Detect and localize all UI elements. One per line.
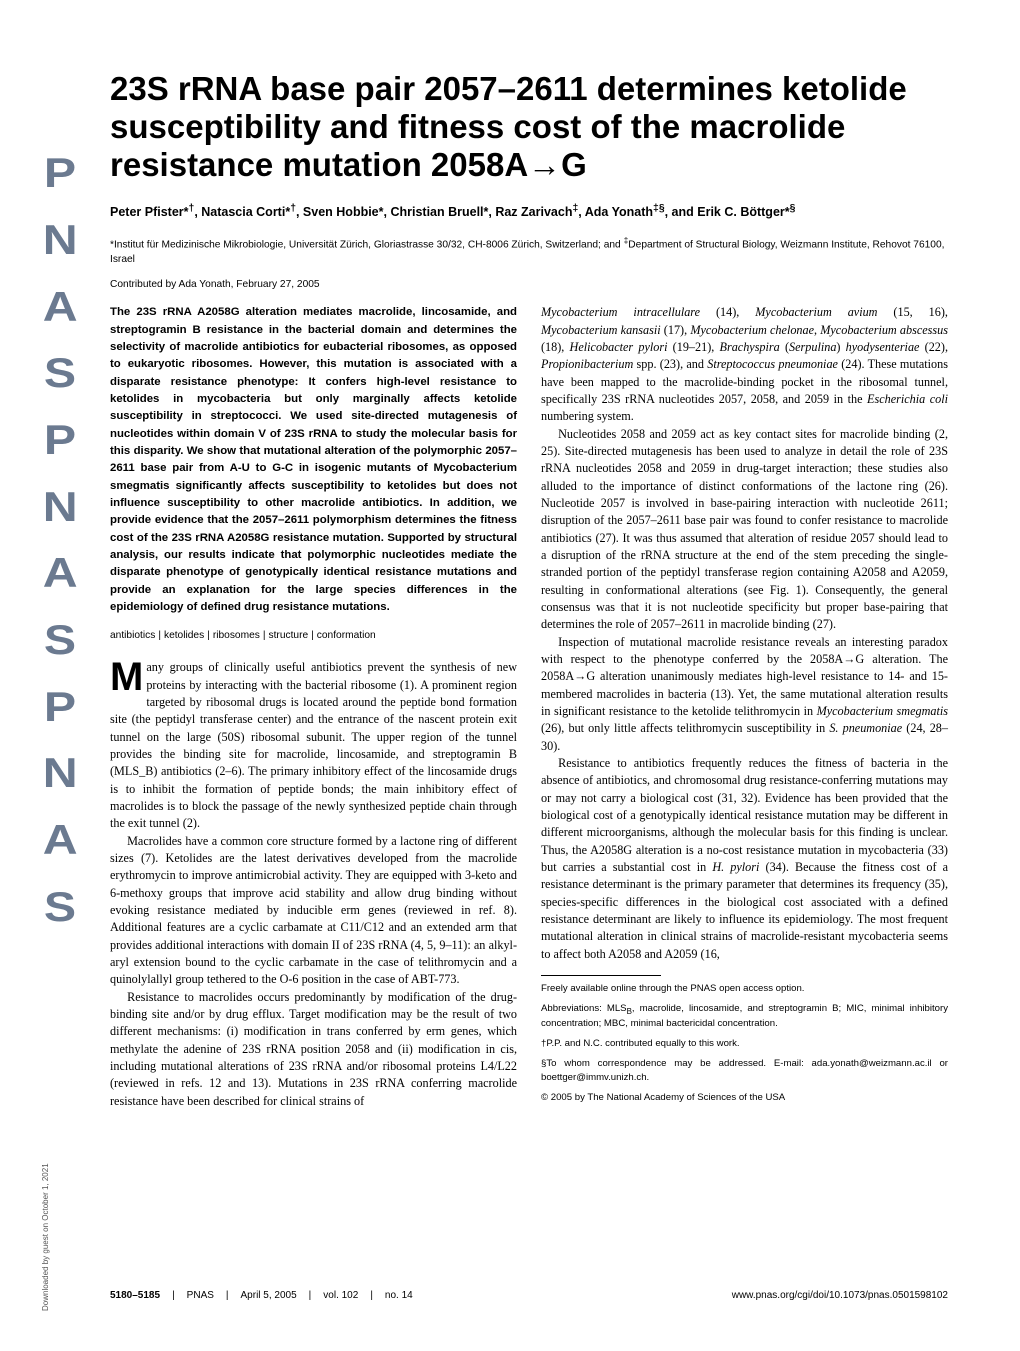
body-paragraph-5: Nucleotides 2058 and 2059 act as key con…: [541, 426, 948, 634]
footer-sep: |: [172, 1290, 175, 1301]
footnote-open-access: Freely available online through the PNAS…: [541, 982, 948, 996]
footer-no: no. 14: [385, 1290, 413, 1301]
pnas-logo-letter: N: [43, 216, 78, 264]
footer-vol: vol. 102: [323, 1290, 358, 1301]
download-stamp: Downloaded by guest on October 1, 2021: [41, 1164, 50, 1312]
pnas-logo-letter: A: [43, 549, 78, 597]
footnote-rule: [541, 975, 661, 976]
footer-url: www.pnas.org/cgi/doi/10.1073/pnas.050159…: [732, 1290, 948, 1301]
keywords: antibiotics|ketolides|ribosomes|structur…: [110, 630, 517, 641]
keyword: antibiotics: [110, 630, 155, 641]
paper-title: 23S rRNA base pair 2057–2611 determines …: [110, 70, 948, 184]
pnas-logo-letter: A: [43, 816, 78, 864]
pnas-logo-letter: P: [44, 149, 76, 197]
two-column-body: The 23S rRNA A2058G alteration mediates …: [110, 304, 948, 1268]
pnas-logo-letter: S: [44, 616, 76, 664]
footer-journal: PNAS: [187, 1290, 214, 1301]
dropcap: M: [110, 659, 146, 694]
pnas-logo-letter: N: [43, 483, 78, 531]
abstract: The 23S rRNA A2058G alteration mediates …: [110, 304, 517, 616]
body-paragraph-2: Macrolides have a common core structure …: [110, 833, 517, 989]
pnas-logo-letter: S: [44, 349, 76, 397]
paper-page: P N A S P N A S P N A S 23S rRNA base pa…: [0, 0, 1020, 1351]
body-text: any groups of clinically useful antibiot…: [110, 660, 517, 830]
footer-sep: |: [370, 1290, 373, 1301]
footer-pages: 5180–5185: [110, 1290, 160, 1301]
contributed-line: Contributed by Ada Yonath, February 27, …: [110, 279, 948, 290]
footnote-equal-contrib: †P.P. and N.C. contributed equally to th…: [541, 1037, 948, 1051]
authors-line: Peter Pfister*†, Natascia Corti*†, Sven …: [110, 202, 948, 222]
footnote-copyright: © 2005 by The National Academy of Scienc…: [541, 1091, 948, 1105]
footer-sep: |: [226, 1290, 229, 1301]
footer-left: 5180–5185 | PNAS | April 5, 2005 | vol. …: [110, 1290, 413, 1301]
footnote-abbrev: Abbreviations: MLSB, macrolide, lincosam…: [541, 1002, 948, 1031]
pnas-logo-letter: P: [44, 683, 76, 731]
pnas-logo-letter: A: [43, 283, 78, 331]
keyword: conformation: [317, 630, 376, 641]
keyword: structure: [269, 630, 309, 641]
pnas-side-logo: P N A S P N A S P N A S: [30, 140, 90, 940]
body-paragraph-1: Many groups of clinically useful antibio…: [110, 659, 517, 832]
affiliations: *Institut für Medizinische Mikrobiologie…: [110, 235, 948, 267]
body-paragraph-3: Resistance to macrolides occurs predomin…: [110, 989, 517, 1110]
body-paragraph-4: Mycobacterium intracellulare (14), Mycob…: [541, 304, 948, 425]
pnas-logo-letter: P: [44, 416, 76, 464]
footnote-correspondence: §To whom correspondence may be addressed…: [541, 1057, 948, 1085]
body-paragraph-7: Resistance to antibiotics frequently red…: [541, 755, 948, 963]
keyword: ketolides: [164, 630, 204, 641]
page-footer: 5180–5185 | PNAS | April 5, 2005 | vol. …: [110, 1286, 948, 1301]
footer-date: April 5, 2005: [241, 1290, 297, 1301]
footer-sep: |: [309, 1290, 312, 1301]
pnas-logo-letter: N: [43, 749, 78, 797]
pnas-logo-letter: S: [44, 883, 76, 931]
keyword: ribosomes: [213, 630, 260, 641]
body-paragraph-6: Inspection of mutational macrolide resis…: [541, 634, 948, 755]
